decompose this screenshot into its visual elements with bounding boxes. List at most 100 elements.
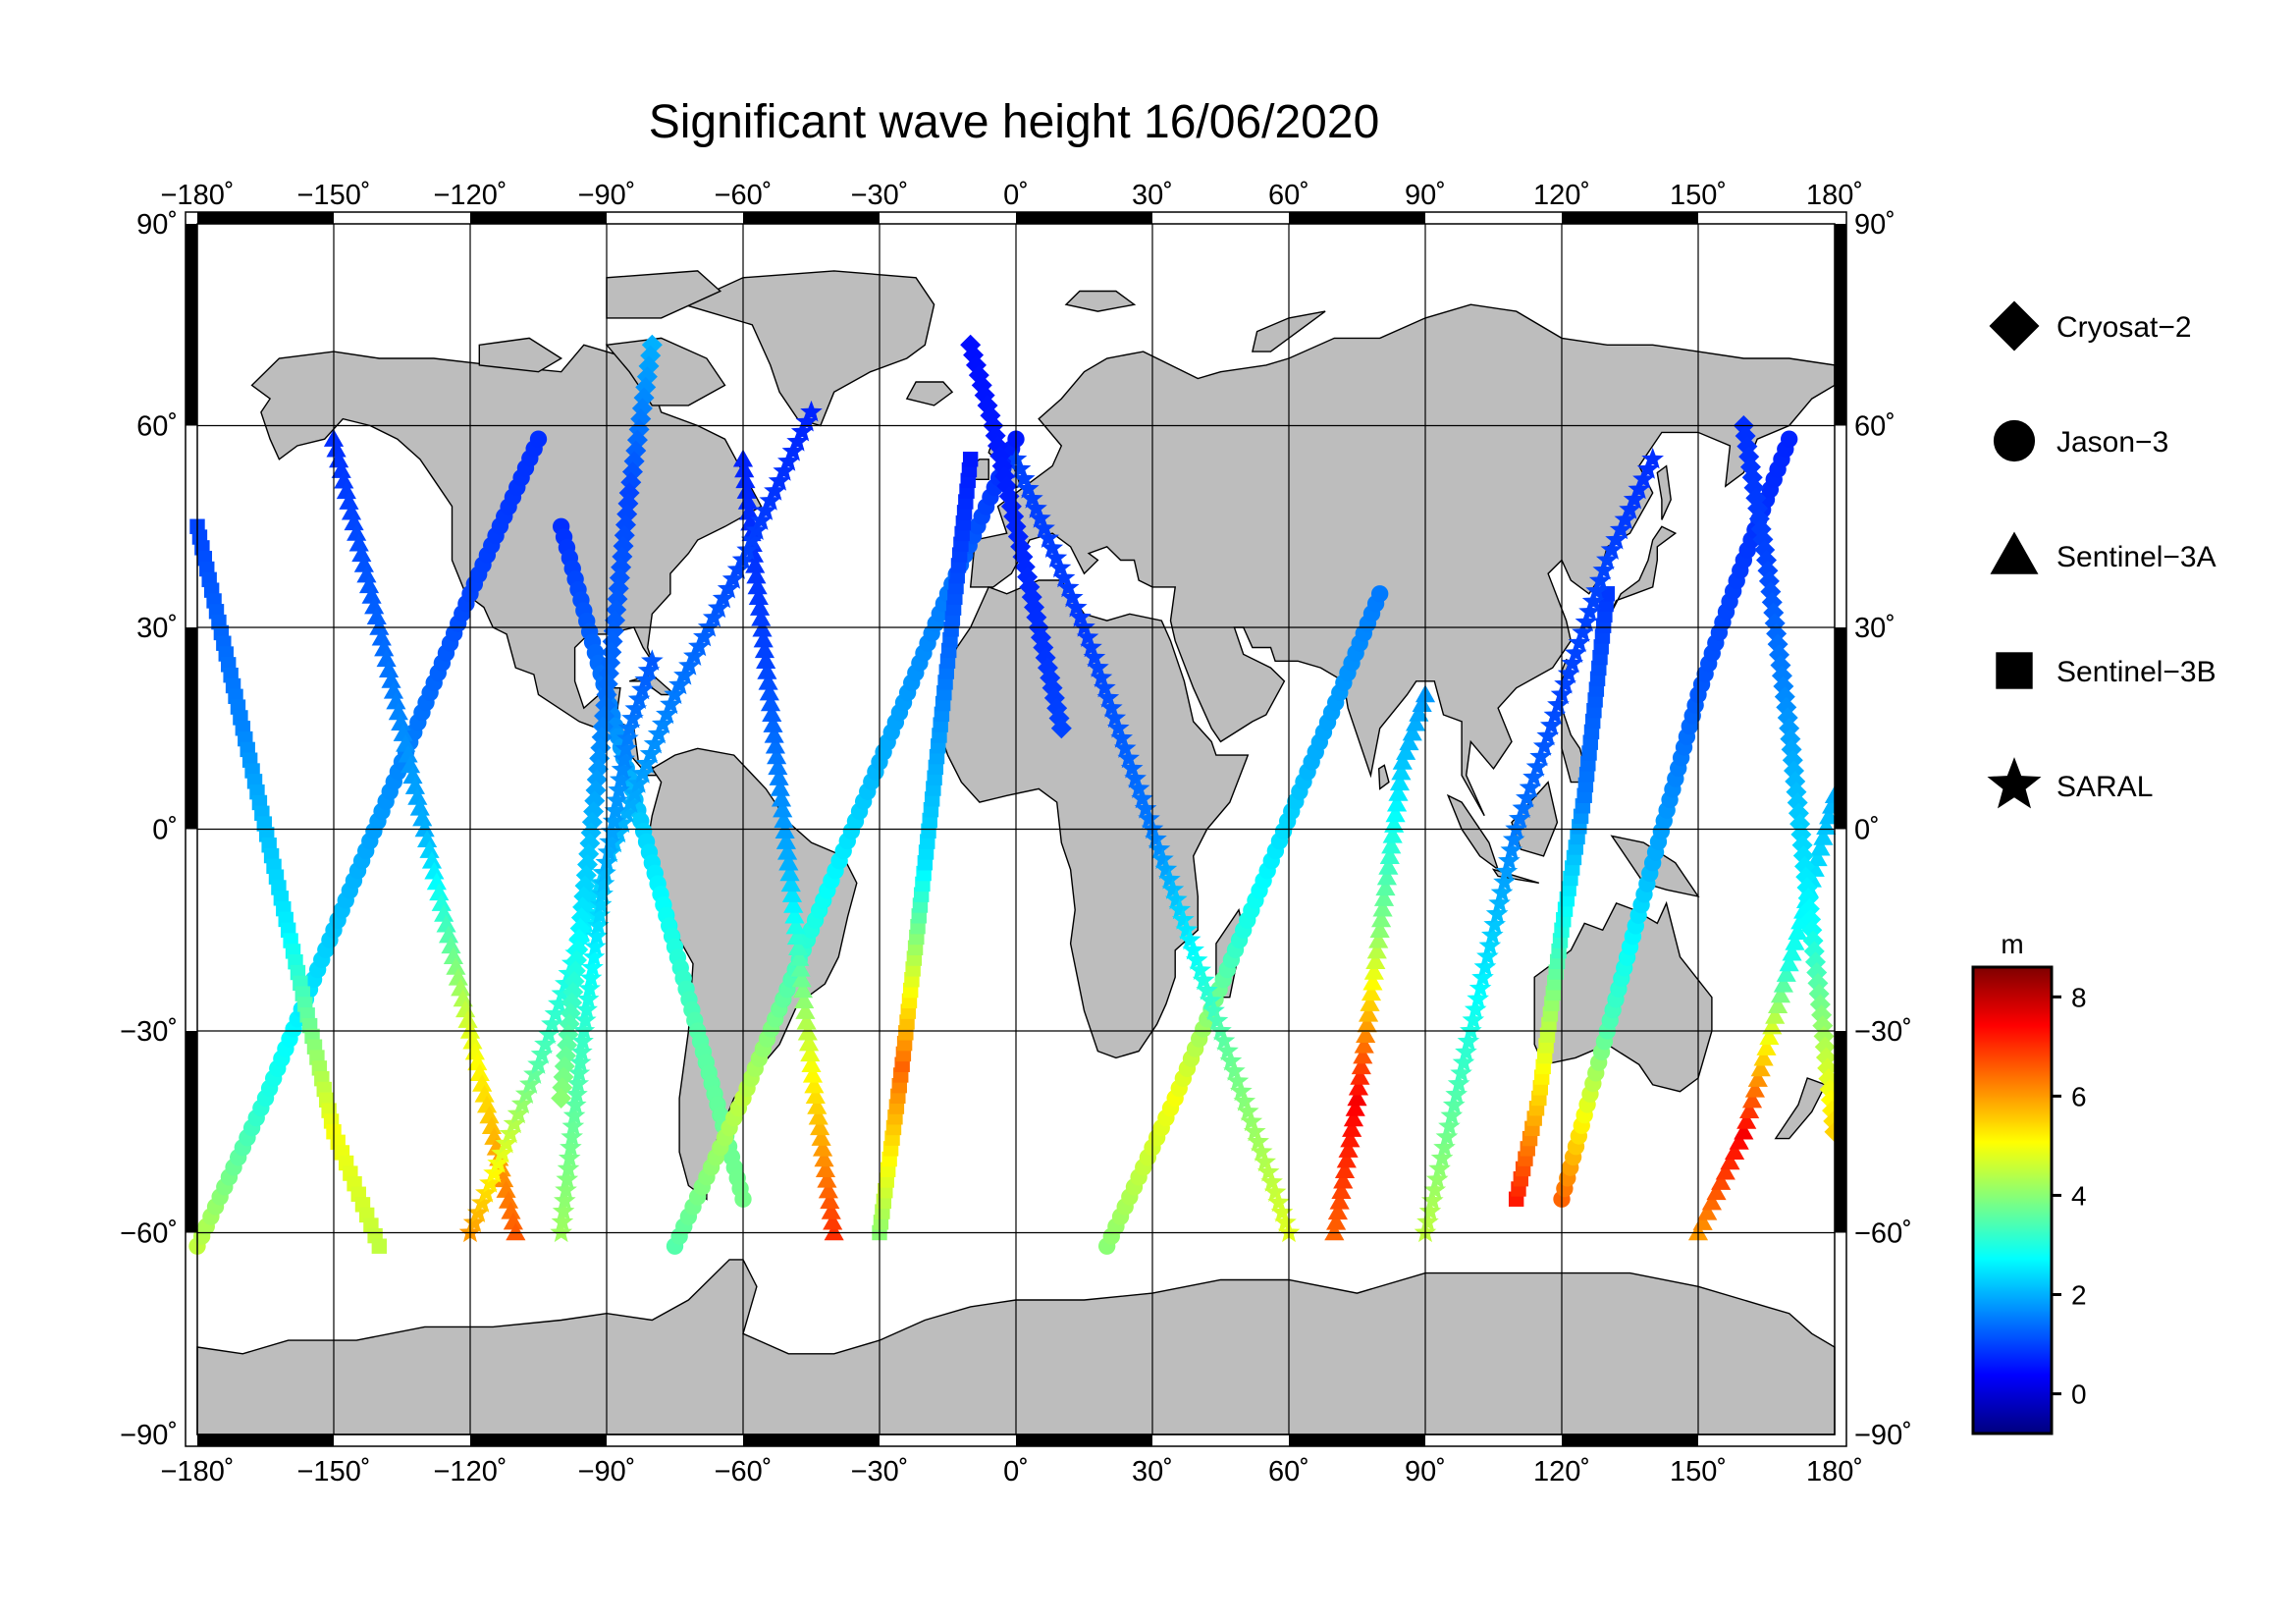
data-point [1069, 606, 1092, 627]
data-point [374, 638, 395, 657]
data-point [1614, 508, 1637, 529]
colorbar: m 8 6 4 2 0 [1971, 929, 2087, 1435]
frame-segment-bottom [1016, 1434, 1152, 1446]
data-point [431, 893, 452, 911]
data-point [1385, 804, 1406, 823]
data-point [673, 664, 696, 685]
data-point [785, 916, 806, 935]
data-point [479, 1106, 500, 1124]
data-point [1202, 999, 1225, 1021]
data-point [393, 724, 413, 741]
data-point [1561, 652, 1583, 674]
data-point [1813, 827, 1834, 845]
data-point [501, 1201, 521, 1219]
data-point [358, 575, 380, 594]
frame-segment-left [186, 627, 197, 830]
data-point [797, 1022, 818, 1041]
data-point [436, 914, 456, 933]
data-point [1488, 892, 1511, 913]
data-point [1230, 1079, 1253, 1102]
data-point [1785, 933, 1805, 950]
data-point [412, 808, 433, 827]
data-point [808, 1107, 828, 1125]
data-point [1029, 507, 1051, 528]
data-point [1348, 1077, 1369, 1096]
data-point [462, 1031, 483, 1050]
data-point [356, 565, 377, 583]
data-point [1438, 1114, 1461, 1136]
track [1553, 430, 1798, 1208]
legend-diamond-icon [1989, 300, 2040, 352]
data-point [1750, 1058, 1771, 1077]
data-point [1495, 859, 1519, 882]
data-point [579, 966, 603, 989]
data-point [566, 1072, 590, 1094]
legend-label: Sentinel−3B [2056, 656, 2216, 688]
data-point [565, 1083, 588, 1105]
data-point [820, 1191, 840, 1210]
data-point [1744, 1079, 1765, 1098]
data-point [619, 791, 642, 813]
lat-tick-right: 30˚ [1854, 613, 1896, 644]
data-point [348, 533, 369, 552]
data-point [1628, 477, 1651, 500]
data-point [386, 691, 406, 710]
data-point [1588, 568, 1612, 591]
data-point [347, 523, 367, 541]
data-point [1529, 744, 1552, 767]
data-point [631, 762, 655, 784]
data-point [1362, 972, 1383, 991]
legend-item: Jason−3 [1993, 419, 2168, 462]
data-point [807, 1096, 828, 1114]
data-point [556, 1167, 579, 1189]
data-point [1505, 817, 1527, 839]
data-point [498, 1190, 519, 1209]
data-point [1770, 985, 1791, 1003]
data-point [561, 1125, 583, 1147]
data-point [1359, 1003, 1379, 1022]
data-point [1585, 579, 1608, 601]
data-point [562, 1104, 586, 1126]
lon-tick-bottom: −60˚ [715, 1456, 773, 1488]
data-point [1430, 1146, 1454, 1168]
data-point [1324, 1222, 1345, 1241]
lat-tick-right: −60˚ [1854, 1218, 1912, 1250]
data-point [1366, 941, 1387, 959]
track [1097, 585, 1389, 1255]
data-point [726, 558, 750, 579]
data-point [1516, 786, 1538, 808]
data-point [1536, 724, 1560, 746]
colorbar-ticks: 8 6 4 2 0 [2052, 982, 2087, 1410]
lon-tick-bottom: −120˚ [434, 1456, 507, 1488]
data-point [1363, 961, 1384, 980]
data-point [779, 863, 800, 882]
data-point [494, 1169, 514, 1188]
data-point [1418, 1200, 1442, 1221]
data-point [1609, 517, 1632, 540]
data-point [1060, 585, 1084, 608]
data-point [771, 788, 792, 807]
data-point [402, 766, 423, 784]
data-point [1247, 1130, 1269, 1152]
frame-segment-left [186, 224, 197, 426]
data-point [334, 470, 354, 489]
data-point [1711, 1172, 1732, 1190]
data-point [351, 544, 372, 563]
data-point [1396, 742, 1416, 760]
land-japan [1606, 525, 1678, 622]
data-point [624, 697, 648, 719]
data-point [548, 992, 570, 1014]
data-point [1776, 964, 1796, 982]
data-point [781, 440, 805, 461]
data-point [514, 1082, 538, 1105]
data-point [1371, 909, 1392, 928]
satellite-legend: Cryosat−2 Jason−3 Sentinel−3A Sentinel−3B SA… [1987, 300, 2216, 809]
data-point [800, 1044, 821, 1062]
data-point [1103, 706, 1127, 729]
data-point [1412, 694, 1432, 712]
lat-tick-right: 60˚ [1854, 411, 1896, 443]
data-point [1025, 497, 1047, 518]
data-point [462, 1211, 486, 1233]
data-point [1165, 888, 1188, 910]
data-point [817, 1169, 837, 1188]
